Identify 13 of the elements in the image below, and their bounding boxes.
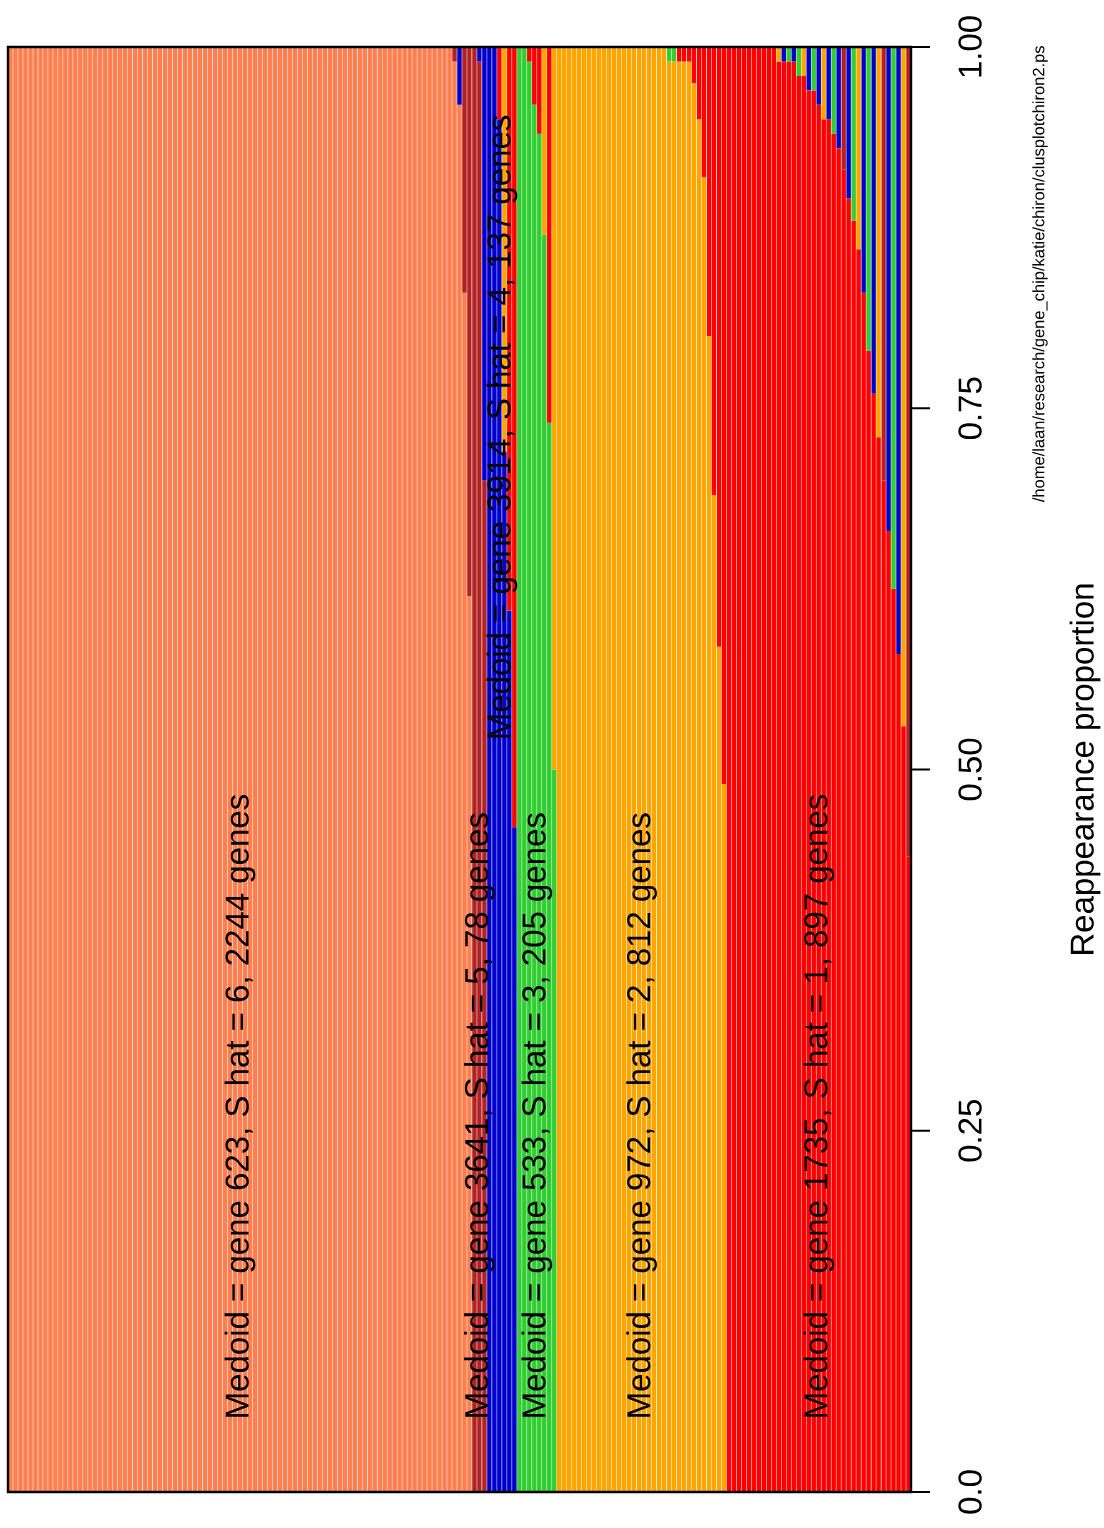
annotation: Medoid = gene 3914, S hat = 4, 137 genes bbox=[486, 115, 518, 738]
y-tick-label: 0.25 bbox=[958, 1100, 982, 1162]
annotation: Medoid = gene 1735, S hat = 1, 897 genes bbox=[803, 794, 835, 1417]
y-axis-title: Reappearance proportion bbox=[1069, 584, 1101, 954]
y-tick-label: 0.0 bbox=[958, 1470, 982, 1514]
annotation: Medoid = gene 623, S hat = 6, 2244 genes bbox=[224, 794, 256, 1417]
annotation: Medoid = gene 972, S hat = 2, 812 genes bbox=[626, 813, 657, 1417]
y-tick-label: 1.00 bbox=[958, 16, 982, 77]
y-tick-label: 0.75 bbox=[958, 377, 982, 440]
annotation: Medoid = gene 533, S hat = 3, 205 genes bbox=[521, 813, 553, 1417]
text: /home/laan/research/gene_chip/katie/chiron/clusplotchiron2.ps bbox=[1032, 46, 1048, 503]
y-tick-label: 0.50 bbox=[958, 738, 982, 801]
annotation: Medoid = gene 3641, S hat = 5, 78 genes bbox=[464, 813, 495, 1417]
